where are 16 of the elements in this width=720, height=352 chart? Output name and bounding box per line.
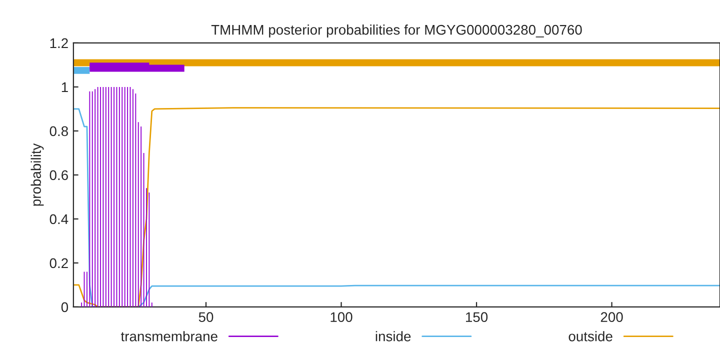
chart-title: TMHMM posterior probabilities for MGYG000003280_00760 [211,24,582,38]
legend-label: transmembrane [120,331,218,342]
y-tick-label: 0.6 [50,170,68,180]
y-tick-label: 0.8 [50,126,68,136]
x-tick-label: 100 [330,312,352,322]
y-tick-label: 1.2 [50,38,68,48]
legend-label: outside [568,331,612,342]
y-tick-label: 0.4 [50,214,68,224]
x-tick-label: 150 [466,312,488,322]
y-tick-label: 1 [62,82,68,92]
y-tick-label: 0.2 [50,258,68,268]
y-axis-title: probability [30,143,44,206]
x-tick-label: 50 [198,312,214,322]
legend-label: inside [376,331,411,342]
x-tick-label: 200 [600,312,623,322]
y-tick-label: 0 [61,302,68,312]
